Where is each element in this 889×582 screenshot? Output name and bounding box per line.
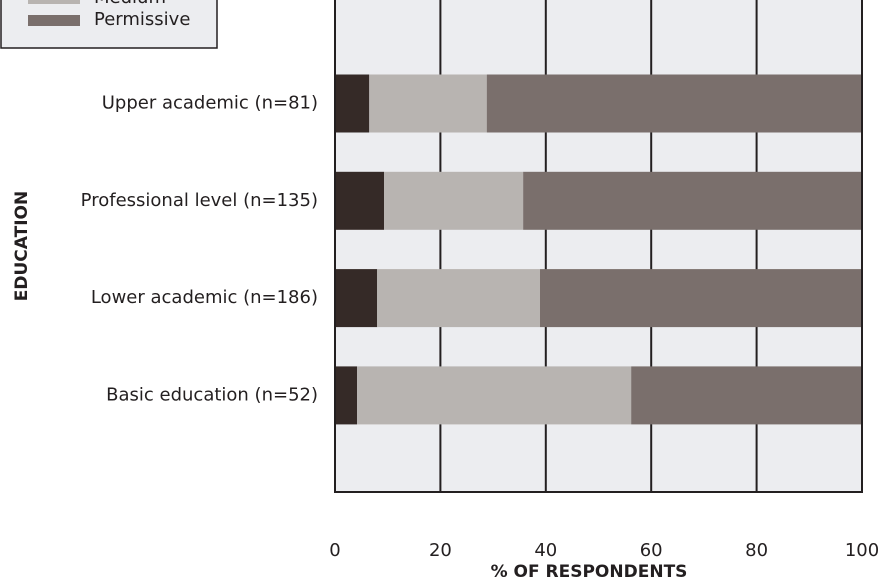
bar-segment [377,269,541,328]
y-tick-label: Professional level (n=135) [81,190,318,211]
bar-segment [335,366,358,425]
bar-segment [384,171,524,230]
bar-segment [369,74,487,133]
y-tick-label: Upper academic (n=81) [102,93,318,114]
x-tick-label: 0 [329,540,340,561]
legend-label: Medium [94,0,166,8]
bar-segment [486,74,862,133]
x-tick-label: 40 [534,540,557,561]
x-tick-label: 60 [640,540,663,561]
bar-segment [335,171,385,230]
bar-segment [631,366,862,425]
bar-segment [540,269,862,328]
y-tick-label: Basic education (n=52) [106,384,318,405]
x-tick-label: 100 [845,540,879,561]
x-axis-label: % OF RESPONDENTS [491,562,688,582]
bar-segment [335,269,378,328]
legend-swatch [28,0,80,4]
bar-segment [335,74,370,133]
bar-segment [357,366,632,425]
y-axis-label: EDUCATION [12,191,32,301]
x-tick-label: 80 [745,540,768,561]
legend-label: Permissive [94,9,190,30]
bar-segment [523,171,862,230]
legend-swatch [28,15,80,26]
x-tick-label: 20 [429,540,452,561]
plot-border [334,0,863,493]
y-tick-label: Lower academic (n=186) [91,287,318,308]
